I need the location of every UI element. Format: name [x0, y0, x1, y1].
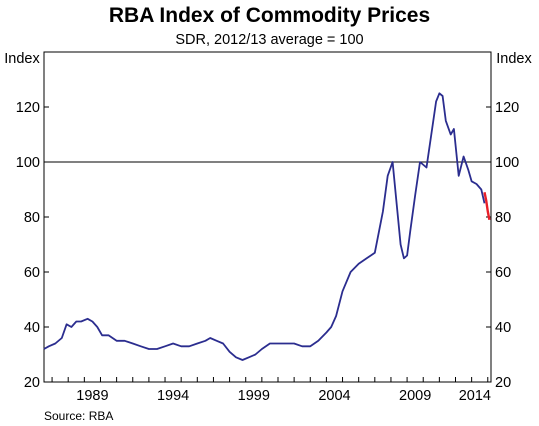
source-note: Source: RBA — [44, 409, 113, 423]
x-tick-label: 2004 — [318, 388, 350, 404]
right-y-tick-label: 80 — [495, 210, 511, 226]
left-y-tick-label: 100 — [16, 155, 40, 171]
left-y-tick-label: 20 — [24, 375, 40, 391]
left-y-ticks: 20 40 60 80 100 120 — [16, 100, 49, 391]
chart-title: RBA Index of Commodity Prices — [109, 4, 430, 27]
x-tick-label: 1989 — [76, 388, 108, 404]
left-y-tick-label: 60 — [24, 265, 40, 281]
right-y-tick-label: 40 — [495, 320, 511, 336]
right-y-ticks: 20 40 60 80 100 120 — [486, 100, 519, 391]
right-y-tick-label: 120 — [495, 100, 519, 116]
left-y-tick-label: 120 — [16, 100, 40, 116]
x-tick-label: 1999 — [238, 388, 270, 404]
x-tick-label: 2009 — [399, 388, 431, 404]
left-y-tick-label: 80 — [24, 210, 40, 226]
x-tick-label: 1994 — [157, 388, 189, 404]
x-tick-label: 2014 — [459, 388, 491, 404]
right-y-tick-label: 100 — [495, 155, 519, 171]
left-axis-unit: Index — [4, 51, 40, 67]
chart-subtitle: SDR, 2012/13 average = 100 — [175, 32, 363, 48]
right-y-tick-label: 60 — [495, 265, 511, 281]
right-axis-unit: Index — [496, 51, 532, 67]
commodity-index-line — [43, 92, 486, 361]
right-y-tick-label: 20 — [495, 375, 511, 391]
recent-index-line — [483, 192, 491, 221]
plot-frame — [43, 51, 492, 383]
x-axis-ticks: 1989 1994 1999 2004 2009 2014 — [51, 377, 491, 404]
left-y-tick-label: 40 — [24, 320, 40, 336]
